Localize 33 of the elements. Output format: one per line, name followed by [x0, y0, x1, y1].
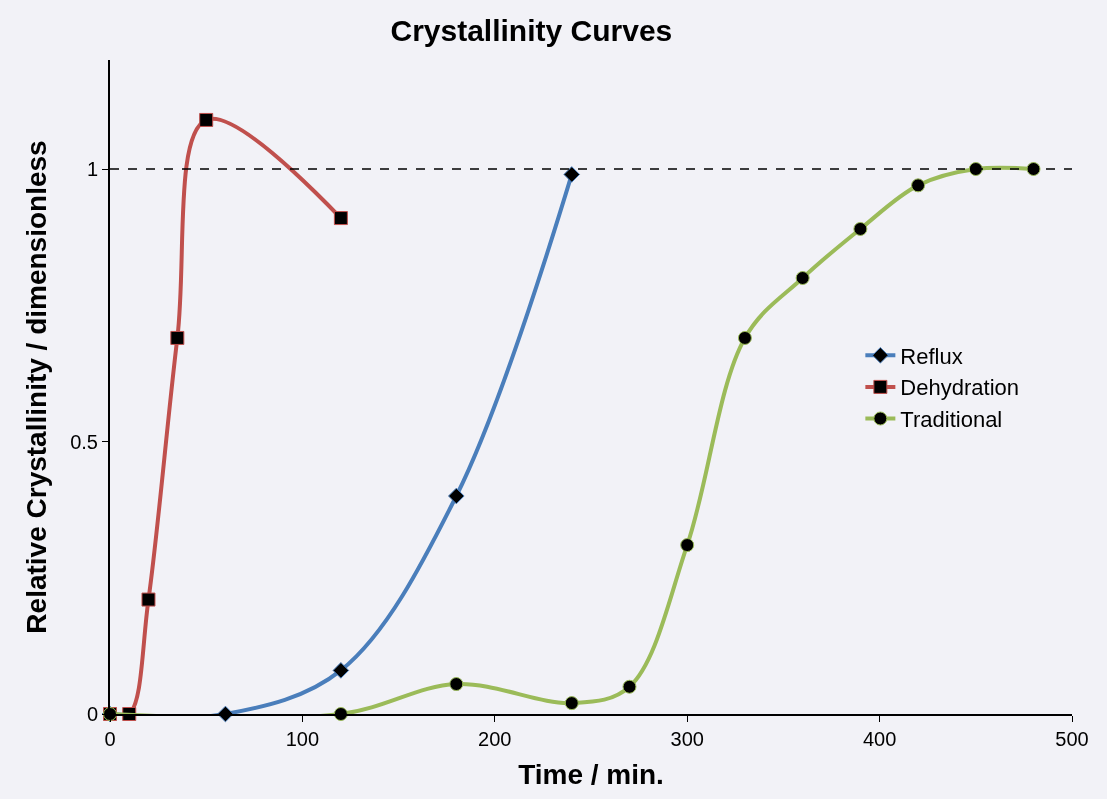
- y-tick-label: 0: [86, 703, 98, 725]
- y-axis-title: Relative Crystallinity / dimensionless: [21, 140, 53, 634]
- chart-title: Crystallinity Curves: [390, 13, 673, 47]
- x-tick-label: 100: [285, 728, 320, 750]
- point: [853, 221, 868, 236]
- point: [448, 487, 465, 505]
- point: [199, 112, 214, 127]
- x-tick-label: 300: [670, 728, 704, 750]
- y-tick-label: 1: [86, 158, 98, 180]
- y-tick-label: 0.5: [70, 430, 98, 453]
- x-tick-label: 400: [862, 728, 897, 750]
- x-tick-label: 200: [478, 728, 512, 750]
- point: [911, 178, 926, 193]
- point: [333, 211, 348, 226]
- x-tick-label: 0: [104, 728, 116, 750]
- legend-label: Traditional: [900, 407, 1003, 433]
- point: [332, 662, 350, 679]
- point: [737, 330, 752, 345]
- x-tick-label: 500: [1055, 728, 1089, 750]
- legend-label: Reflux: [900, 343, 963, 369]
- point: [795, 271, 810, 285]
- point: [564, 696, 579, 711]
- point: [968, 162, 983, 176]
- point: [622, 679, 637, 694]
- point: [449, 677, 464, 692]
- point: [217, 705, 234, 723]
- point: [563, 166, 581, 183]
- point: [680, 538, 695, 553]
- point: [170, 330, 185, 345]
- x-axis-title: Time / min.: [518, 758, 664, 790]
- point: [1026, 162, 1041, 176]
- point: [141, 592, 156, 607]
- legend-label: Dehydration: [900, 375, 1019, 401]
